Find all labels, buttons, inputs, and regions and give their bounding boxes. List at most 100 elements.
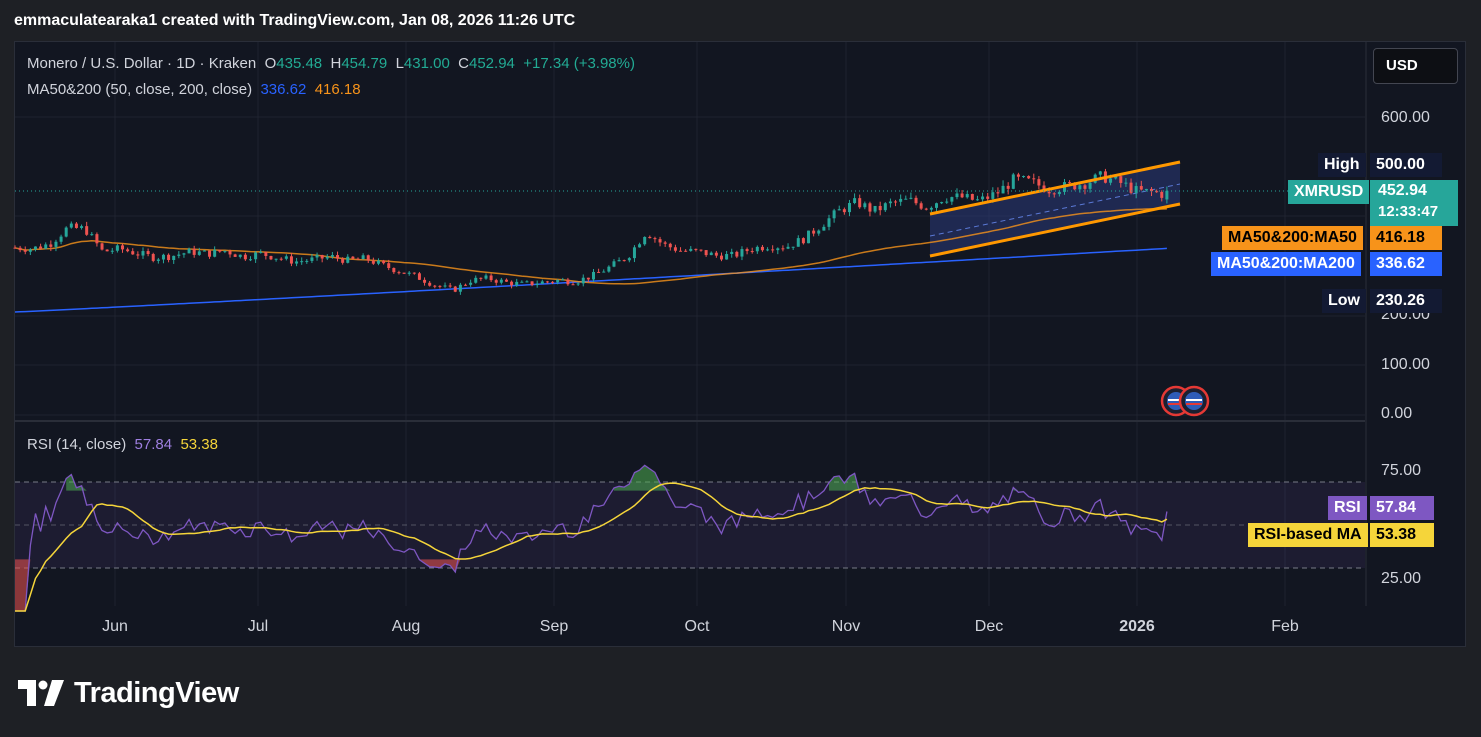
candle-body[interactable] (1057, 191, 1061, 195)
candle-body[interactable] (530, 281, 534, 286)
candle-body[interactable] (627, 258, 631, 261)
candle-body[interactable] (223, 250, 227, 252)
candle-body[interactable] (458, 284, 462, 292)
candle-body[interactable] (935, 203, 939, 208)
candle-body[interactable] (556, 279, 560, 283)
candle-body[interactable] (361, 255, 365, 260)
candle-body[interactable] (571, 284, 575, 286)
candle-body[interactable] (679, 250, 683, 252)
candle-body[interactable] (90, 234, 94, 236)
candle-body[interactable] (868, 203, 872, 212)
candle-body[interactable] (336, 255, 340, 259)
tradingview-logo[interactable]: TradingView (18, 676, 239, 710)
chart-frame[interactable] (14, 41, 1466, 647)
candle-body[interactable] (233, 254, 237, 257)
candle-body[interactable] (136, 254, 140, 256)
candle-body[interactable] (883, 203, 887, 211)
candle-body[interactable] (248, 259, 252, 261)
candle-body[interactable] (510, 281, 514, 286)
candle-body[interactable] (919, 203, 923, 209)
candle-body[interactable] (1001, 185, 1005, 194)
candle-body[interactable] (64, 227, 68, 237)
candle-body[interactable] (192, 248, 196, 255)
candle-body[interactable] (899, 198, 903, 202)
candle-body[interactable] (80, 226, 84, 228)
candle-body[interactable] (771, 249, 775, 251)
candle-body[interactable] (315, 255, 319, 258)
candle-body[interactable] (807, 230, 811, 244)
candle-body[interactable] (730, 251, 734, 255)
candle-body[interactable] (832, 210, 836, 219)
candle-body[interactable] (320, 255, 324, 259)
candle-body[interactable] (392, 268, 396, 273)
candle-body[interactable] (18, 247, 22, 251)
candle-body[interactable] (658, 239, 662, 243)
candle-body[interactable] (269, 255, 273, 260)
candle-body[interactable] (796, 238, 800, 247)
candle-body[interactable] (888, 201, 892, 204)
candle-body[interactable] (607, 266, 611, 272)
candle-body[interactable] (305, 260, 309, 262)
candle-body[interactable] (218, 249, 222, 252)
candle-body[interactable] (351, 256, 355, 259)
candle-body[interactable] (1032, 178, 1036, 180)
rsi-line[interactable] (15, 464, 1168, 612)
candle-body[interactable] (1027, 176, 1031, 179)
rsi-legend[interactable]: RSI (14, close) 57.84 53.38 (27, 436, 218, 453)
candle-body[interactable] (1150, 188, 1154, 192)
candle-body[interactable] (330, 255, 334, 257)
candle-body[interactable] (453, 286, 457, 292)
candle-body[interactable] (719, 255, 723, 260)
candle-body[interactable] (259, 251, 263, 253)
candle-body[interactable] (709, 252, 713, 256)
candle-body[interactable] (940, 202, 944, 204)
candle-body[interactable] (684, 250, 688, 252)
candle-body[interactable] (945, 201, 949, 203)
candle-body[interactable] (853, 198, 857, 203)
candle-body[interactable] (187, 248, 191, 254)
candle-body[interactable] (812, 230, 816, 234)
candle-body[interactable] (632, 247, 636, 259)
candle-body[interactable] (300, 261, 304, 263)
candle-body[interactable] (1011, 174, 1015, 189)
candle-body[interactable] (156, 259, 160, 261)
candle-body[interactable] (801, 238, 805, 244)
candle-body[interactable] (996, 192, 1000, 194)
candle-body[interactable] (1088, 182, 1092, 189)
candle-body[interactable] (438, 285, 442, 287)
candle-body[interactable] (581, 277, 585, 284)
candle-body[interactable] (177, 254, 181, 256)
candle-body[interactable] (735, 251, 739, 257)
candle-body[interactable] (376, 260, 380, 264)
candle-body[interactable] (417, 273, 421, 280)
candle-body[interactable] (489, 275, 493, 281)
candle-body[interactable] (576, 283, 580, 285)
candle-body[interactable] (23, 250, 27, 252)
candle-body[interactable] (909, 197, 913, 199)
candle-body[interactable] (586, 277, 590, 280)
candle-body[interactable] (484, 275, 488, 279)
candle-body[interactable] (167, 254, 171, 261)
candle-body[interactable] (371, 260, 375, 264)
candle-body[interactable] (33, 246, 37, 250)
currency-button[interactable]: USD (1373, 48, 1458, 84)
candle-body[interactable] (172, 255, 176, 261)
candle-body[interactable] (673, 247, 677, 251)
candle-body[interactable] (566, 279, 570, 285)
candle-body[interactable] (1078, 185, 1082, 190)
candle-body[interactable] (740, 249, 744, 257)
candle-body[interactable] (540, 281, 544, 284)
candle-body[interactable] (755, 246, 759, 252)
candle-body[interactable] (243, 254, 247, 260)
candle-body[interactable] (847, 202, 851, 213)
candle-body[interactable] (622, 260, 626, 262)
candle-body[interactable] (85, 226, 89, 235)
candle-body[interactable] (141, 251, 145, 256)
candle-body[interactable] (904, 198, 908, 200)
candle-body[interactable] (341, 258, 345, 263)
candle-body[interactable] (228, 250, 232, 255)
candle-body[interactable] (1006, 185, 1010, 189)
candle-body[interactable] (873, 205, 877, 212)
candle-body[interactable] (238, 254, 242, 257)
candle-body[interactable] (284, 256, 288, 259)
